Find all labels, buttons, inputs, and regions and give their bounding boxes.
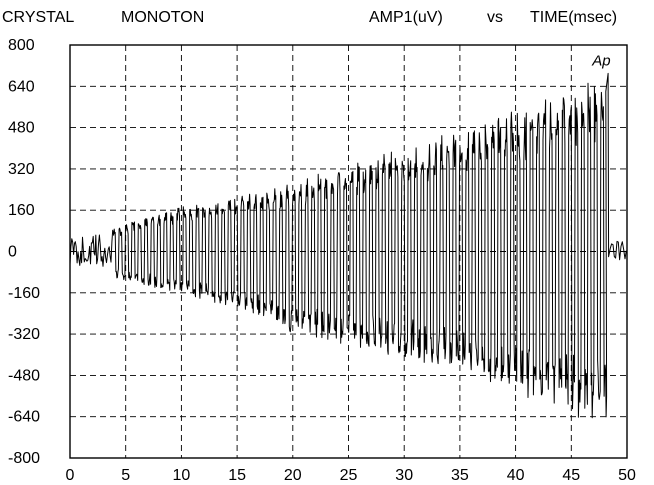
- y-tick-label: -800: [8, 450, 40, 467]
- x-tick-label: 40: [507, 467, 525, 484]
- y-tick-label: 480: [8, 120, 35, 137]
- y-tick-label: -160: [8, 285, 40, 302]
- y-tick-label: 320: [8, 161, 35, 178]
- y-tick-labels: 800 640 480 320 160 0 -160 -320 -480 -640 -800: [8, 37, 40, 467]
- x-tick-label: 25: [340, 467, 358, 484]
- x-tick-labels: 0 5 10 15 20 25 30 35 40 45 50: [66, 467, 636, 484]
- y-tick-label: 160: [8, 202, 35, 219]
- x-tick-label: 45: [562, 467, 580, 484]
- x-tick-label: 5: [121, 467, 130, 484]
- ap-annotation: Ap: [591, 53, 610, 70]
- x-tick-label: 10: [173, 467, 191, 484]
- y-tick-label: 800: [8, 37, 35, 54]
- x-tick-label: 30: [395, 467, 413, 484]
- x-tick-label: 15: [228, 467, 246, 484]
- y-tick-label: -480: [8, 367, 40, 384]
- y-tick-label: 0: [8, 244, 17, 261]
- x-tick-label: 35: [451, 467, 469, 484]
- y-tick-label: -640: [8, 409, 40, 426]
- x-tick-label: 20: [284, 467, 302, 484]
- x-tick-label: 0: [66, 467, 75, 484]
- x-tick-label: 50: [618, 467, 636, 484]
- y-tick-label: -320: [8, 326, 40, 343]
- y-tick-label: 640: [8, 78, 35, 95]
